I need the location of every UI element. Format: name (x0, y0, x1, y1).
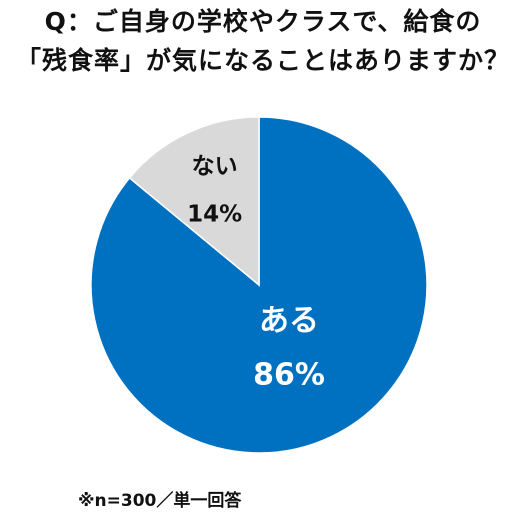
sample-note: ※n=300／単一回答 (78, 491, 242, 511)
slice-category-label-2: ない (192, 153, 238, 179)
slice-category-label-1: ある (259, 303, 319, 338)
chart-title-line-2: 「残食率」が気になることはありますか？ (15, 46, 510, 75)
slice-value-label-2: 14% (187, 201, 242, 227)
chart-title-line-1: Q：ご自身の学校やクラスで、給食の (44, 7, 482, 36)
slice-value-label-1: 86% (253, 357, 325, 392)
pie-slice-2 (128, 116, 260, 287)
pie-slice-1 (90, 116, 428, 454)
